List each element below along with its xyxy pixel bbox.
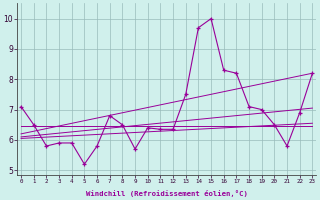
X-axis label: Windchill (Refroidissement éolien,°C): Windchill (Refroidissement éolien,°C): [86, 190, 248, 197]
